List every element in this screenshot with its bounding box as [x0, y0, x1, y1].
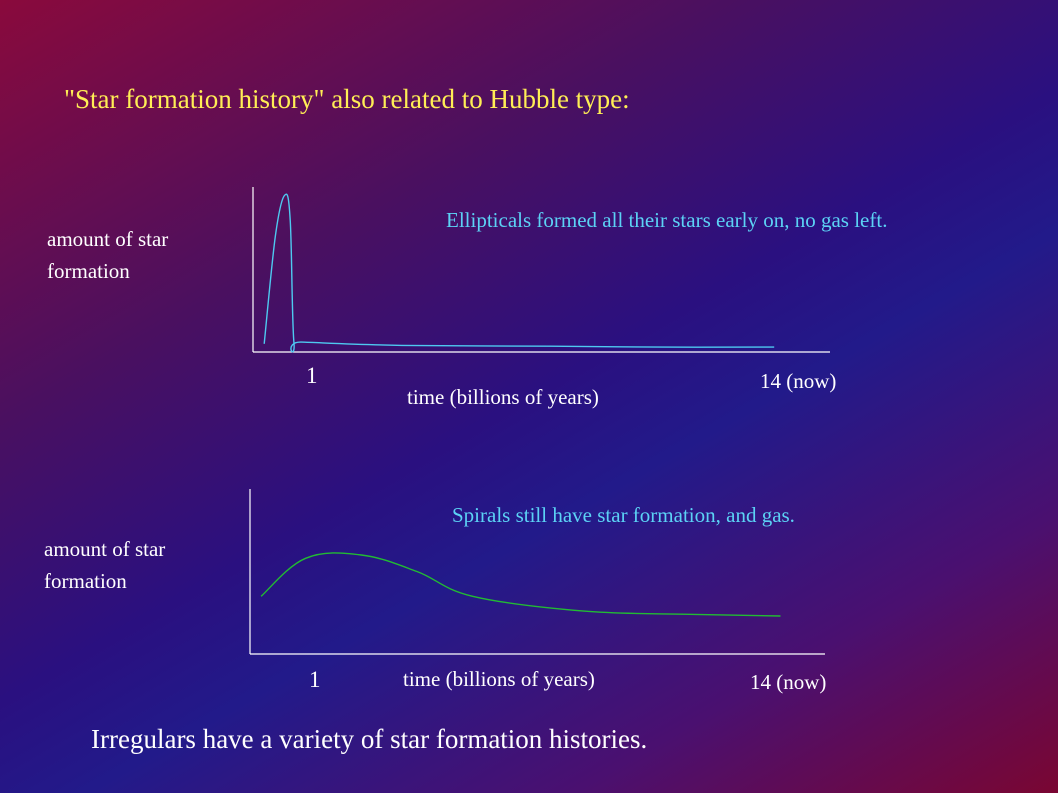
chart1-xlabel: time (billions of years) — [407, 385, 599, 409]
chart2-series-line-0 — [260, 552, 781, 617]
chart1-annotation: Ellipticals formed all their stars early… — [446, 208, 888, 232]
chart2-tick-now: 14 (now) — [750, 670, 827, 694]
chart1-tick-now: 14 (now) — [760, 369, 837, 393]
chart2-tick-1: 1 — [309, 667, 321, 692]
chart2-xlabel: time (billions of years) — [403, 667, 595, 691]
chart1-tick-1: 1 — [306, 363, 318, 388]
chart2-annotation: Spirals still have star formation, and g… — [452, 503, 795, 527]
slide-footer: Irregulars have a variety of star format… — [91, 724, 648, 754]
slide-title: "Star formation history" also related to… — [64, 84, 630, 114]
chart1-ylabel: amount of star formation — [47, 227, 169, 283]
chart2-ylabel: amount of star formation — [44, 537, 166, 593]
